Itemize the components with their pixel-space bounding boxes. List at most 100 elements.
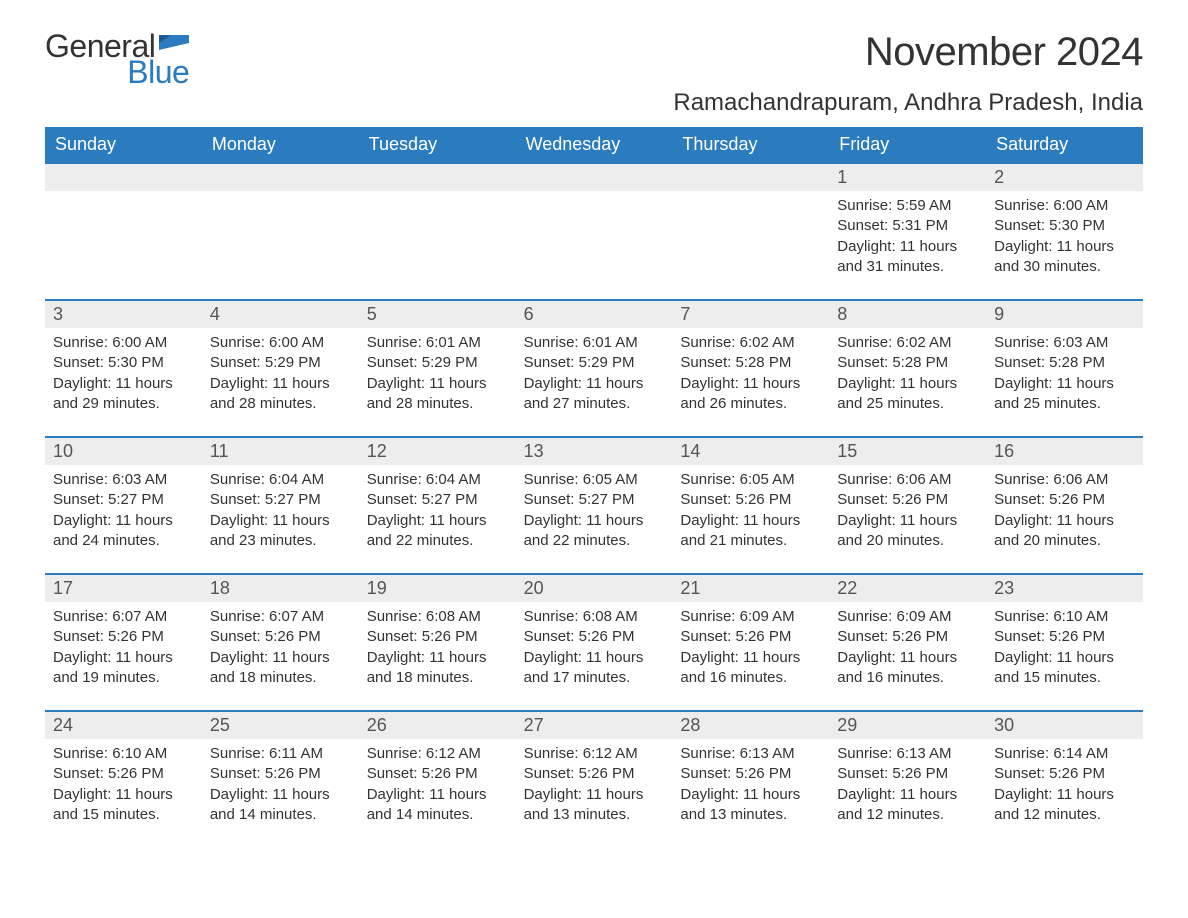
sunset-text: Sunset: 5:26 PM [680,627,821,647]
sunrise-text: Sunrise: 6:13 AM [680,744,821,764]
day-details: Sunrise: 6:01 AMSunset: 5:29 PMDaylight:… [516,328,673,418]
day-cell [45,164,202,281]
sunset-text: Sunset: 5:26 PM [994,764,1135,784]
day-cell: 5Sunrise: 6:01 AMSunset: 5:29 PMDaylight… [359,301,516,418]
day-cell: 11Sunrise: 6:04 AMSunset: 5:27 PMDayligh… [202,438,359,555]
day-number: 3 [45,301,202,328]
sunset-text: Sunset: 5:27 PM [53,490,194,510]
sunset-text: Sunset: 5:26 PM [367,764,508,784]
sunset-text: Sunset: 5:26 PM [680,764,821,784]
day-number: 21 [672,575,829,602]
day-cell: 13Sunrise: 6:05 AMSunset: 5:27 PMDayligh… [516,438,673,555]
week-row: 17 Sunrise: 6:07 AM Sunset: 5:26 PM Dayligh… [45,573,1143,692]
daylight-text: Daylight: 11 hours and 14 minutes. [210,785,351,826]
day-cell [516,164,673,281]
sunrise-text: Sunrise: 6:03 AM [53,470,194,490]
sunset-text: Sunset: 5:26 PM [210,764,351,784]
daylight-text: Daylight: 11 hours and 25 minutes. [994,374,1135,415]
sunrise-text: Sunrise: 6:00 AM [994,196,1135,216]
sunset-text: Sunset: 5:26 PM [53,627,194,647]
day-cell: 30Sunrise: 6:14 AMSunset: 5:26 PMDayligh… [986,712,1143,829]
day-details: Sunrise: 6:01 AMSunset: 5:29 PMDaylight:… [359,328,516,418]
weeks-container: 1Sunrise: 5:59 AMSunset: 5:31 PMDaylight… [45,162,1143,829]
week-row: 24Sunrise: 6:10 AMSunset: 5:26 PMDayligh… [45,710,1143,829]
daylight-text: Daylight: 11 hours and 26 minutes. [680,374,821,415]
day-number: 24 [45,712,202,739]
day-number: 16 [986,438,1143,465]
sunrise-text: Sunrise: 6:06 AM [837,470,978,490]
daylight-text: Daylight: 11 hours and 20 minutes. [837,511,978,552]
day-number: 17 [45,575,202,602]
daylight-text: Daylight: 11 hours and 23 minutes. [210,511,351,552]
daylight-text: Daylight: 11 hours and 25 minutes. [837,374,978,415]
sunrise-text: Sunrise: 6:14 AM [994,744,1135,764]
day-number: 22 [829,575,986,602]
day-number [45,164,202,191]
daylight-text: Daylight: 11 hours and 31 minutes. [837,237,978,278]
day-cell: 7Sunrise: 6:02 AMSunset: 5:28 PMDaylight… [672,301,829,418]
day-number: 20 [516,575,673,602]
sunset-text: Sunset: 5:27 PM [524,490,665,510]
sunrise-text: Sunrise: 6:07 AM [210,607,351,627]
day-details [516,191,673,200]
day-number [516,164,673,191]
day-details: Sunrise: 6:10 AMSunset: 5:26 PMDaylight:… [45,739,202,829]
day-number: 30 [986,712,1143,739]
daylight-text: Daylight: 11 hours and 30 minutes. [994,237,1135,278]
day-cell: 2Sunrise: 6:00 AMSunset: 5:30 PMDaylight… [986,164,1143,281]
day-details: Sunrise: 6:03 AMSunset: 5:28 PMDaylight:… [986,328,1143,418]
sunrise-text: Sunrise: 6:08 AM [367,607,508,627]
day-details [359,191,516,200]
day-cell: 6Sunrise: 6:01 AMSunset: 5:29 PMDaylight… [516,301,673,418]
day-details: Sunrise: 6:09 AMSunset: 5:26 PMDaylight:… [829,602,986,692]
day-number: 15 [829,438,986,465]
sunset-text: Sunset: 5:29 PM [524,353,665,373]
day-number: 8 [829,301,986,328]
day-number: 28 [672,712,829,739]
sunset-text: Sunset: 5:31 PM [837,216,978,236]
daylight-text: Daylight: 11 hours and 20 minutes. [994,511,1135,552]
sunset-text: Sunset: 5:28 PM [680,353,821,373]
sunset-text: Sunset: 5:28 PM [837,353,978,373]
day-cell: 1Sunrise: 5:59 AMSunset: 5:31 PMDaylight… [829,164,986,281]
sunrise-text: Sunrise: 6:13 AM [837,744,978,764]
day-details: Sunrise: 6:13 AMSunset: 5:26 PMDaylight:… [829,739,986,829]
day-cell: 26Sunrise: 6:12 AMSunset: 5:26 PMDayligh… [359,712,516,829]
day-cell: 21Sunrise: 6:09 AMSunset: 5:26 PMDayligh… [672,575,829,692]
day-number [672,164,829,191]
day-details: Sunrise: 6:03 AMSunset: 5:27 PMDaylight:… [45,465,202,555]
day-details: Sunrise: 6:02 AMSunset: 5:28 PMDaylight:… [672,328,829,418]
daylight-text: Daylight: 11 hours and 15 minutes. [53,785,194,826]
sunrise-text: Sunrise: 6:03 AM [994,333,1135,353]
day-cell [202,164,359,281]
daylight-text: Daylight: 11 hours and 14 minutes. [367,785,508,826]
day-details: Sunrise: 6:05 AMSunset: 5:26 PMDaylight:… [672,465,829,555]
day-details: Sunrise: 6:04 AMSunset: 5:27 PMDaylight:… [359,465,516,555]
day-cell: 20Sunrise: 6:08 AMSunset: 5:26 PMDayligh… [516,575,673,692]
day-details: Sunrise: 5:59 AMSunset: 5:31 PMDaylight:… [829,191,986,281]
week-row: 10Sunrise: 6:03 AMSunset: 5:27 PMDayligh… [45,436,1143,555]
daylight-text: Daylight: 11 hours and 27 minutes. [524,374,665,415]
day-details: Sunrise: 6:08 AMSunset: 5:26 PMDaylight:… [359,602,516,692]
calendar: SundayMondayTuesdayWednesdayThursdayFrid… [45,127,1143,829]
day-details: Sunrise: 6:00 AMSunset: 5:29 PMDaylight:… [202,328,359,418]
day-cell [359,164,516,281]
day-cell: 9Sunrise: 6:03 AMSunset: 5:28 PMDaylight… [986,301,1143,418]
sunrise-text: Sunrise: 6:00 AM [210,333,351,353]
daylight-text: Daylight: 11 hours and 28 minutes. [367,374,508,415]
sunset-text: Sunset: 5:26 PM [994,627,1135,647]
daylight-text: Daylight: 11 hours and 17 minutes. [524,648,665,689]
day-details: Sunrise: 6:13 AMSunset: 5:26 PMDaylight:… [672,739,829,829]
sunrise-text: Sunrise: 6:12 AM [524,744,665,764]
sunset-text: Sunset: 5:26 PM [53,764,194,784]
day-number: 19 [359,575,516,602]
sunset-text: Sunset: 5:26 PM [837,490,978,510]
daylight-text: Daylight: 11 hours and 29 minutes. [53,374,194,415]
day-details: Sunrise: 6:12 AMSunset: 5:26 PMDaylight:… [359,739,516,829]
daylight-text: Daylight: 11 hours and 18 minutes. [367,648,508,689]
sunset-text: Sunset: 5:28 PM [994,353,1135,373]
day-number: 25 [202,712,359,739]
day-details: Sunrise: 6:09 AMSunset: 5:26 PMDaylight:… [672,602,829,692]
daylight-text: Daylight: 11 hours and 21 minutes. [680,511,821,552]
day-number: 7 [672,301,829,328]
